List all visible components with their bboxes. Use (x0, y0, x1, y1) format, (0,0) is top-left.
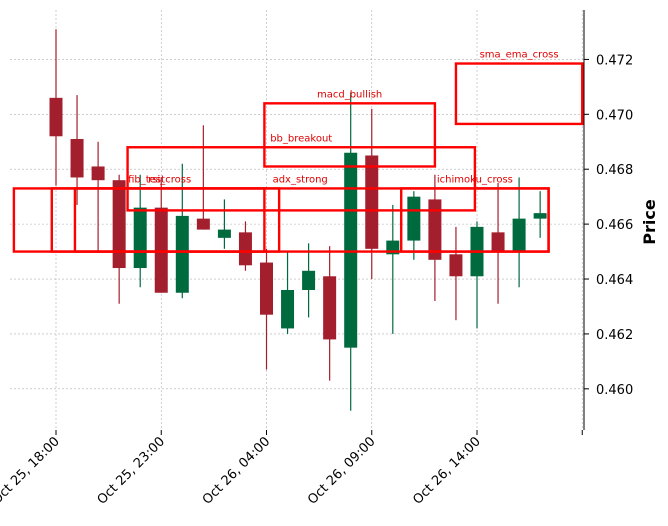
candle (365, 108, 379, 280)
candle-body (175, 215, 189, 293)
candle-body (133, 207, 147, 269)
candle-body (196, 218, 210, 230)
candle-body (112, 180, 126, 269)
candle (407, 191, 421, 260)
candle-body (281, 290, 295, 329)
x-tick-label: Oct 26, 14:00 (410, 434, 483, 507)
candle-body (154, 207, 168, 293)
candle (302, 243, 316, 318)
candle (386, 204, 400, 334)
candle (112, 174, 126, 304)
axes-group: 0.460 0.462 0.464 0.466 0.468 0.470 0.472 Oct 2… (0, 10, 633, 508)
candle (512, 177, 526, 288)
candle (91, 141, 105, 252)
candle-body (260, 262, 273, 315)
candle (260, 248, 273, 370)
candle-body (323, 276, 337, 340)
candle-body (491, 232, 505, 252)
x-tick-label: Oct 26, 09:00 (305, 434, 378, 507)
annotation-box-sma_ema_cross (454, 62, 584, 126)
y-tick-label: 0.460 (596, 383, 633, 398)
annotation-label-rsi_cross: rsi_cross (148, 174, 191, 185)
y-tick-label: 0.464 (596, 273, 633, 288)
y-tick-label: 0.468 (596, 163, 633, 178)
candle-body (533, 213, 547, 219)
candle (533, 191, 547, 238)
annotation-label-bb_breakout: bb_breakout (270, 133, 332, 144)
candle-body (344, 152, 358, 348)
y-tick-label: 0.472 (596, 53, 633, 68)
y-tick-label: 0.470 (596, 108, 633, 123)
candle-body (302, 270, 316, 290)
candle (449, 226, 463, 321)
y-tick-label: 0.462 (596, 328, 633, 343)
candle-body (428, 199, 442, 260)
annotation-box-ichimoku_cross (400, 187, 550, 253)
x-tick-label: Oct 25, 18:00 (0, 434, 63, 507)
candle (133, 174, 147, 288)
y-tick-label: 0.466 (596, 218, 633, 233)
candle (281, 251, 295, 334)
candle-body (449, 254, 463, 277)
x-tick-label: Oct 25, 23:00 (95, 434, 168, 507)
candle (238, 221, 252, 271)
annotation-label-fib_test: fib_test (128, 174, 165, 185)
candle-body (91, 166, 105, 181)
candle (491, 182, 505, 304)
y-axis-label: Price (640, 199, 659, 245)
candle (323, 246, 337, 381)
candle-body (512, 218, 526, 252)
candle-body (70, 139, 84, 178)
annotation-box-rsi_cross (73, 187, 266, 253)
annotation-label-adx_strong: adx_strong (273, 174, 328, 185)
candle (49, 29, 63, 186)
candles-group (49, 29, 547, 411)
candle-body (49, 97, 63, 137)
candle (217, 199, 231, 249)
candle-body (238, 232, 252, 266)
annotation-box-bb_breakout (126, 146, 477, 212)
candle (70, 95, 84, 205)
candle (196, 125, 210, 230)
candle-body (407, 196, 421, 241)
candle-body (217, 229, 231, 238)
candle (470, 221, 484, 329)
candle (428, 174, 442, 301)
candle (154, 177, 168, 293)
annotation-label-sma_ema_cross: sma_ema_cross (480, 50, 559, 61)
annotations-group: sma_ema_cross macd_bullish bb_breakout fib_… (12, 50, 584, 253)
annotation-label-macd_bullish: macd_bullish (317, 89, 382, 100)
candle (175, 163, 189, 299)
x-tick-label: Oct 26, 04:00 (200, 434, 273, 507)
annotation-box-macd_bullish (263, 102, 437, 168)
annotation-label-ichimoku_cross: ichimoku_cross (437, 174, 513, 185)
candle-body (365, 155, 379, 249)
